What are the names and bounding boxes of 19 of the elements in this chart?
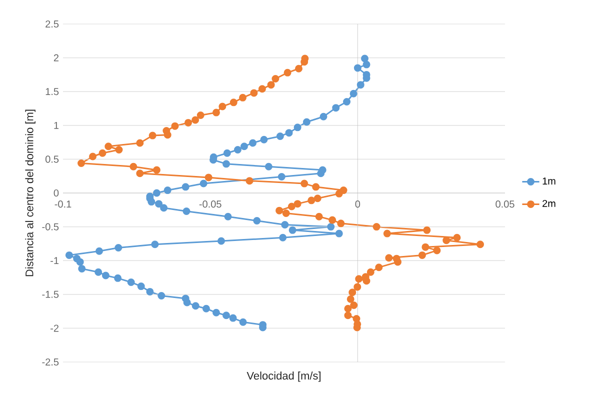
legend-label: 2m [542, 200, 556, 207]
legend-label: 1m [542, 178, 556, 184]
y-tick-label: 2 [54, 54, 59, 62]
y-tick-label: 2.5 [46, 20, 59, 28]
x-tick-label: -0.05 [199, 200, 222, 208]
y-tick-label: -0.5 [42, 223, 59, 230]
y-axis-title: Distancia al centro del dominio [m] [25, 110, 36, 276]
y-tick-label: 0.5 [45, 156, 59, 163]
x-tick-label: 0 [355, 200, 360, 208]
x-tick-label: -0.1 [54, 200, 72, 208]
y-tick-label: -1.5 [42, 290, 59, 298]
y-tick-label: -1 [50, 257, 59, 264]
y-tick-label: -2 [50, 324, 59, 332]
y-tick-label: 1.5 [46, 88, 59, 96]
x-tick-label: 0.05 [496, 200, 514, 208]
x-axis-title: Velocidad [m/s] [246, 372, 320, 382]
y-tick-label: -2.5 [42, 358, 59, 366]
y-tick-label: 1 [54, 122, 59, 129]
y-tick-label: 0 [54, 189, 59, 197]
